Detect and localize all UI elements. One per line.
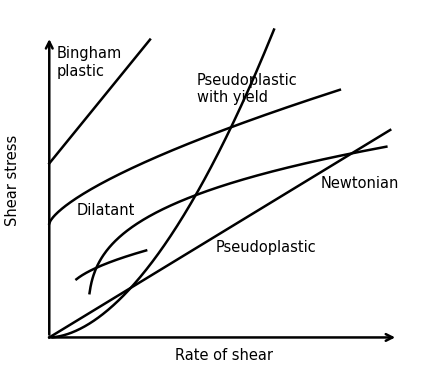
Text: Rate of shear: Rate of shear bbox=[175, 348, 273, 363]
Text: Bingham
plastic: Bingham plastic bbox=[57, 46, 122, 79]
Text: Dilatant: Dilatant bbox=[76, 203, 135, 218]
Text: Newtonian: Newtonian bbox=[321, 176, 399, 191]
Text: Pseudoplastic
with yield: Pseudoplastic with yield bbox=[196, 73, 297, 105]
Text: Shear stress: Shear stress bbox=[5, 135, 20, 226]
Text: Pseudoplastic: Pseudoplastic bbox=[216, 240, 317, 255]
